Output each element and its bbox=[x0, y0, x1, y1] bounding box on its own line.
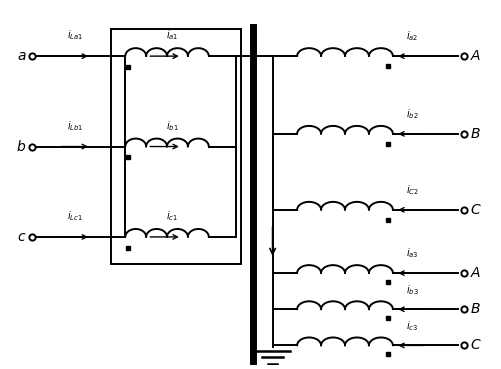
Text: $i_{c3}$: $i_{c3}$ bbox=[406, 319, 419, 333]
Text: $a$: $a$ bbox=[17, 49, 26, 63]
Text: $i_{b3}$: $i_{b3}$ bbox=[406, 283, 419, 297]
Text: $i_{La1}$: $i_{La1}$ bbox=[67, 28, 83, 42]
Text: $i_{Lc1}$: $i_{Lc1}$ bbox=[67, 209, 83, 223]
Text: $A$: $A$ bbox=[470, 266, 481, 280]
Bar bbox=[111, 29, 240, 264]
Text: $i_{Lb1}$: $i_{Lb1}$ bbox=[67, 119, 84, 133]
Text: $b$: $b$ bbox=[16, 139, 26, 154]
Text: $C$: $C$ bbox=[470, 203, 481, 217]
Text: $i_{c1}$: $i_{c1}$ bbox=[166, 209, 178, 223]
Text: $B$: $B$ bbox=[470, 302, 480, 316]
Text: $i_{a1}$: $i_{a1}$ bbox=[166, 28, 178, 42]
Text: $i_{a3}$: $i_{a3}$ bbox=[406, 246, 419, 261]
Text: $i_{b1}$: $i_{b1}$ bbox=[166, 119, 178, 133]
Text: $A$: $A$ bbox=[470, 49, 481, 63]
Text: $i_{a2}$: $i_{a2}$ bbox=[406, 30, 419, 44]
Text: $i_{C2}$: $i_{C2}$ bbox=[406, 183, 419, 197]
Text: $B$: $B$ bbox=[470, 127, 480, 141]
Text: $i_{b2}$: $i_{b2}$ bbox=[406, 107, 419, 121]
Text: $c$: $c$ bbox=[17, 230, 26, 244]
Text: $C$: $C$ bbox=[470, 338, 481, 352]
